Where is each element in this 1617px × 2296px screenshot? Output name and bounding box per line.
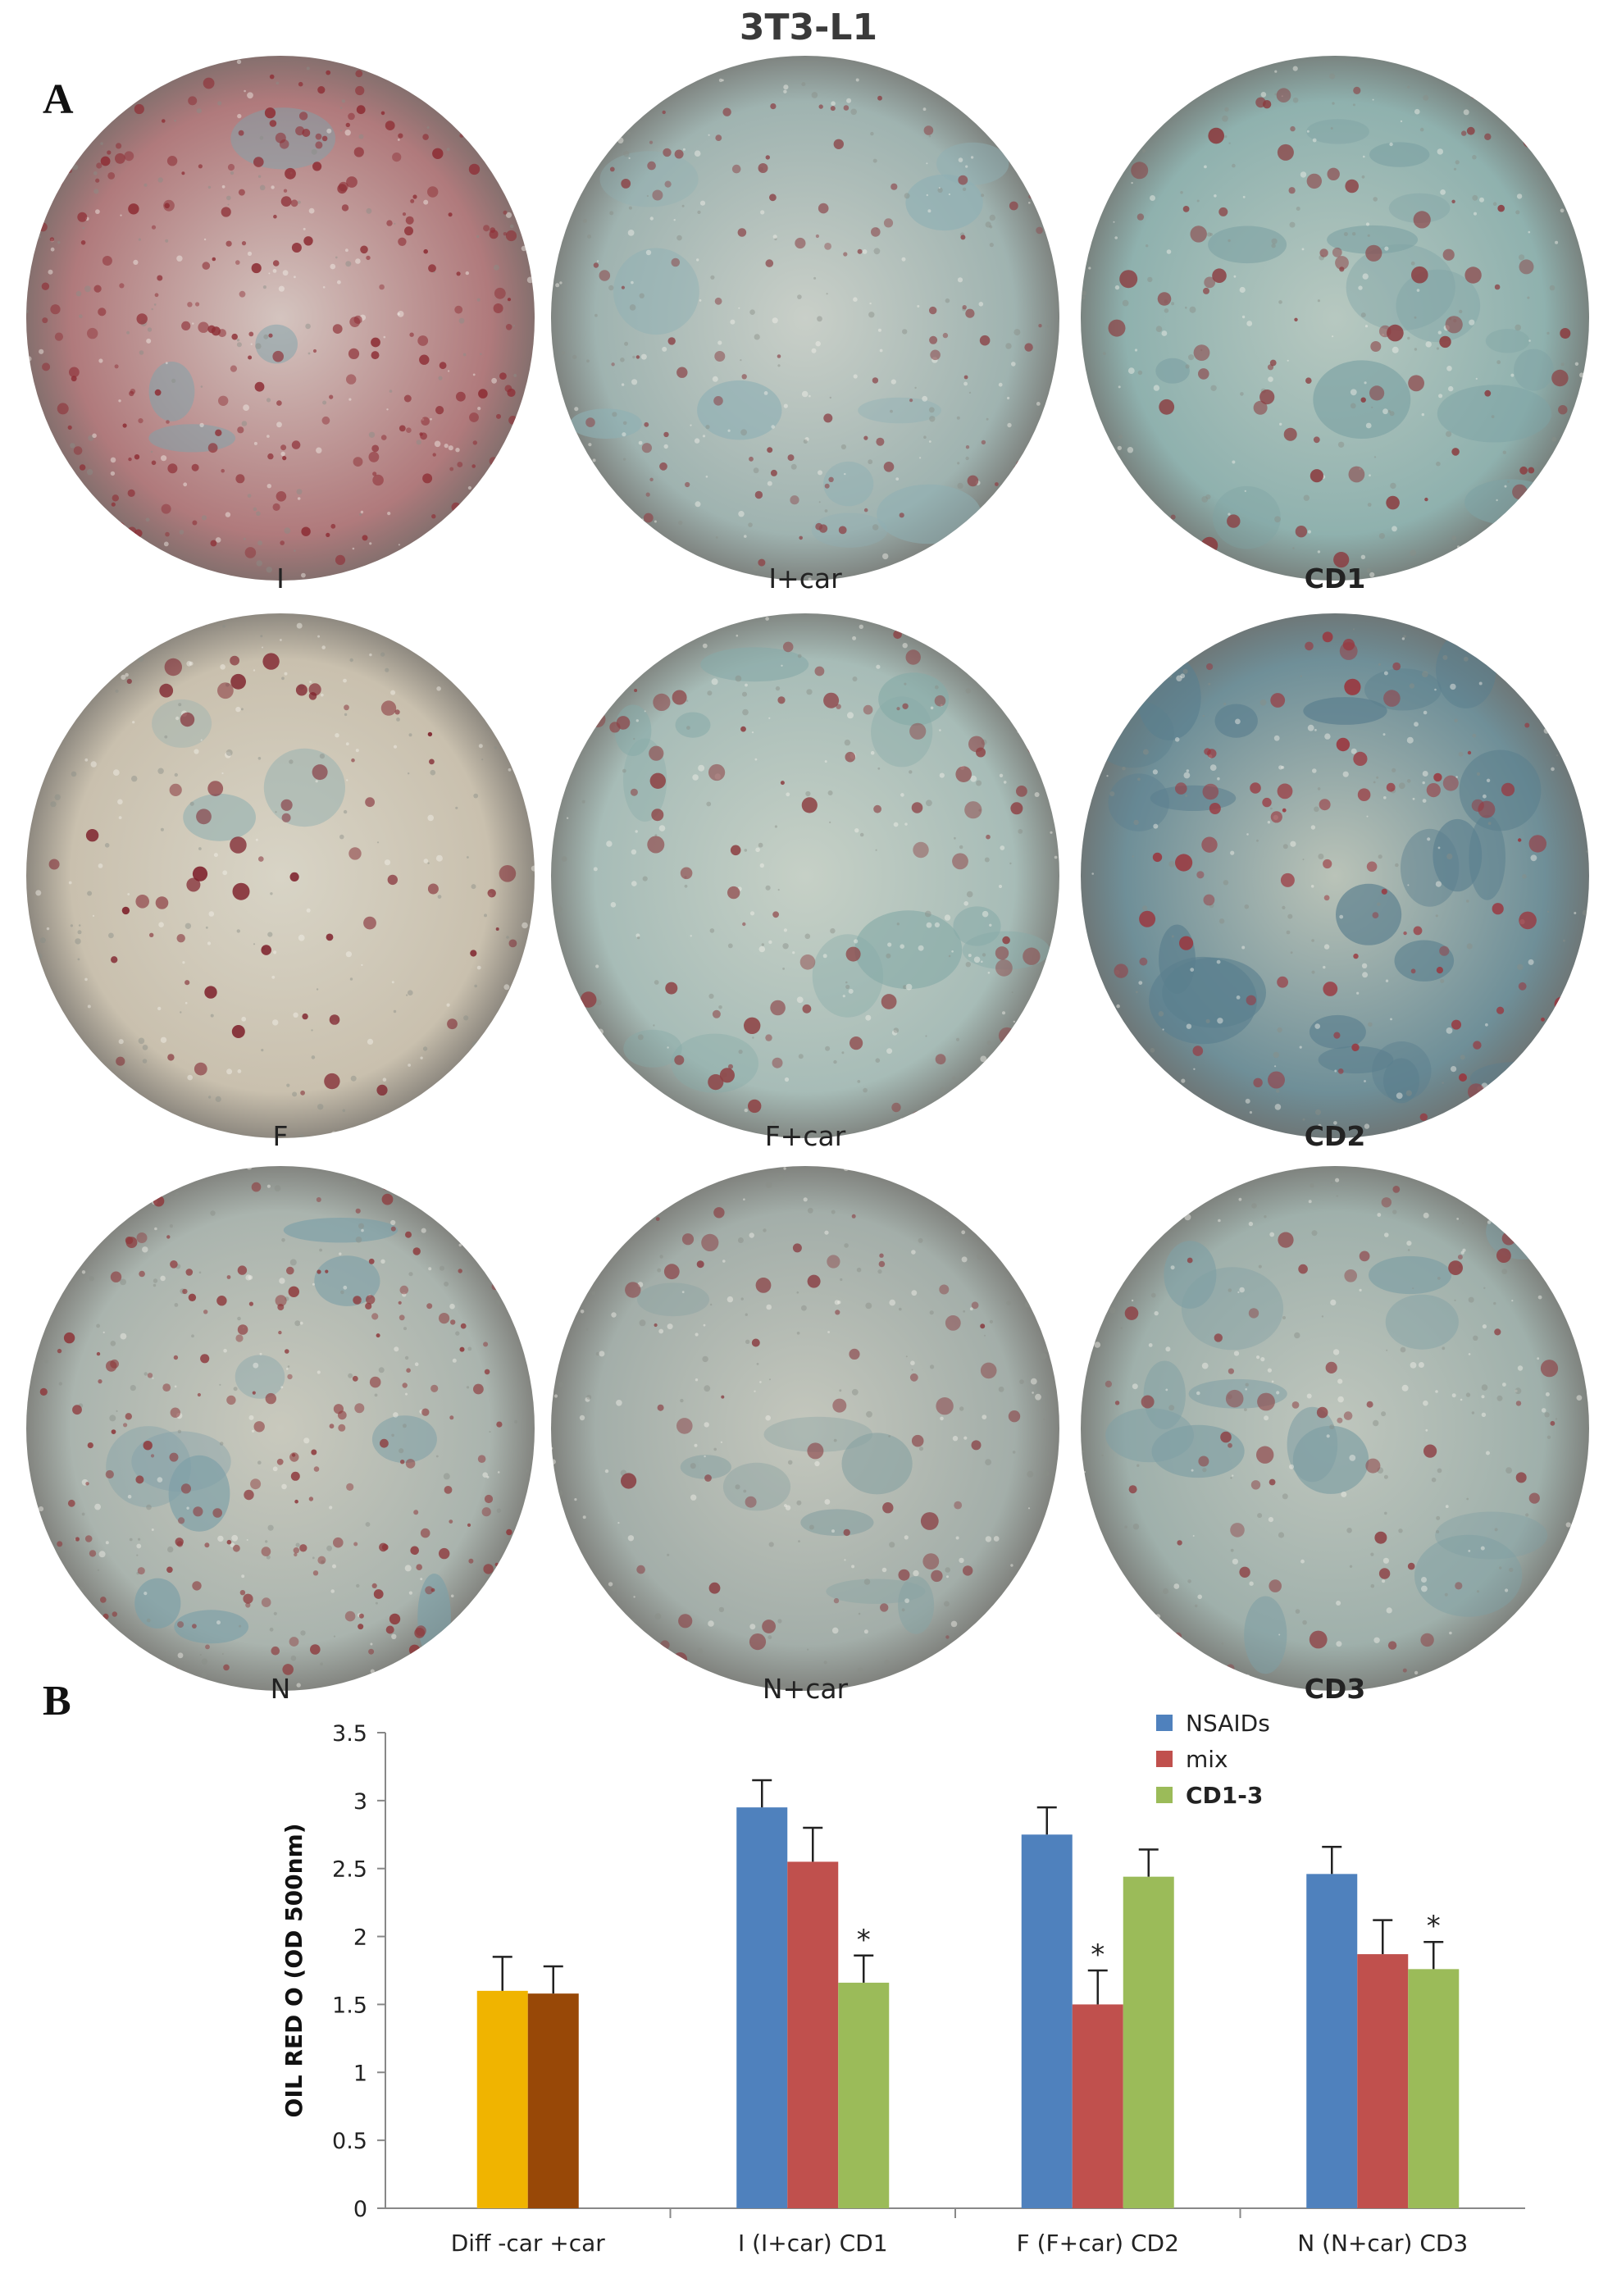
- panel-a-letter: A: [43, 76, 74, 123]
- micrograph-label: CD2: [1304, 1120, 1366, 1152]
- legend-swatch: [1156, 1787, 1173, 1803]
- micrograph-cd2: [1081, 613, 1589, 1138]
- significance-star: *: [1091, 1938, 1105, 1971]
- micrograph-label: N: [270, 1673, 291, 1705]
- y-tick-label: 1: [353, 2061, 367, 2086]
- bar: [476, 1990, 528, 2208]
- bar: [1123, 1876, 1174, 2208]
- bar: [1408, 1969, 1460, 2208]
- x-category-label: Diff -car +car: [451, 2230, 606, 2257]
- y-tick-label: 3.5: [332, 1721, 367, 1747]
- y-axis-label: OIL RED O (OD 500nm): [280, 1824, 307, 2118]
- micrograph-label: N+car: [762, 1673, 849, 1705]
- legend-label: NSAIDs: [1186, 1710, 1270, 1737]
- significance-star: *: [857, 1924, 871, 1957]
- bar: [838, 1982, 890, 2208]
- y-tick-label: 0: [353, 2197, 367, 2222]
- legend-swatch: [1156, 1751, 1173, 1767]
- bar: [527, 1993, 579, 2208]
- bar: [1306, 1874, 1358, 2208]
- micrograph-i-car: [551, 56, 1059, 581]
- micrograph-i: [26, 56, 535, 581]
- bar-chart: 0 0.5 1 1.5 2 2.5 3 3.5 OIL RED O (OD 500nm) Diff…: [280, 1710, 1525, 2257]
- micrograph-f-car: [551, 613, 1059, 1138]
- figure-title: 3T3-L1: [739, 7, 878, 48]
- micrograph-cd3: [1081, 1166, 1589, 1691]
- micrograph-n-car: [551, 1166, 1059, 1691]
- micrograph-f: [26, 613, 535, 1138]
- legend-swatch: [1156, 1715, 1173, 1731]
- y-tick-label: 1.5: [332, 1993, 367, 2018]
- bar: [787, 1861, 839, 2208]
- y-tick-label: 3: [353, 1789, 367, 1815]
- bar: [1072, 2004, 1123, 2208]
- micrograph-label: I: [276, 563, 285, 594]
- y-tick-label: 2: [353, 1925, 367, 1951]
- micrograph-cd1: [1081, 56, 1589, 581]
- legend-label: mix: [1186, 1746, 1228, 1773]
- bar: [736, 1807, 788, 2208]
- panel-b-letter: B: [43, 1678, 71, 1724]
- micrograph-n: [26, 1166, 535, 1691]
- y-tick-label: 2.5: [332, 1857, 367, 1883]
- significance-star: *: [1427, 1910, 1441, 1943]
- micrograph-label: I+car: [768, 563, 842, 594]
- micrograph-label: CD3: [1304, 1673, 1366, 1705]
- bar: [1021, 1834, 1073, 2208]
- micrograph-label: F+car: [764, 1120, 846, 1152]
- micrograph-label: F: [272, 1120, 289, 1152]
- y-tick-label: 0.5: [332, 2129, 367, 2154]
- x-category-label: N (N+car) CD3: [1297, 2230, 1468, 2257]
- x-category-label: I (I+car) CD1: [738, 2230, 888, 2257]
- x-category-label: F (F+car) CD2: [1017, 2230, 1179, 2257]
- bar: [1357, 1954, 1409, 2208]
- micrograph-label: CD1: [1304, 563, 1366, 594]
- legend-label: CD1-3: [1186, 1782, 1263, 1809]
